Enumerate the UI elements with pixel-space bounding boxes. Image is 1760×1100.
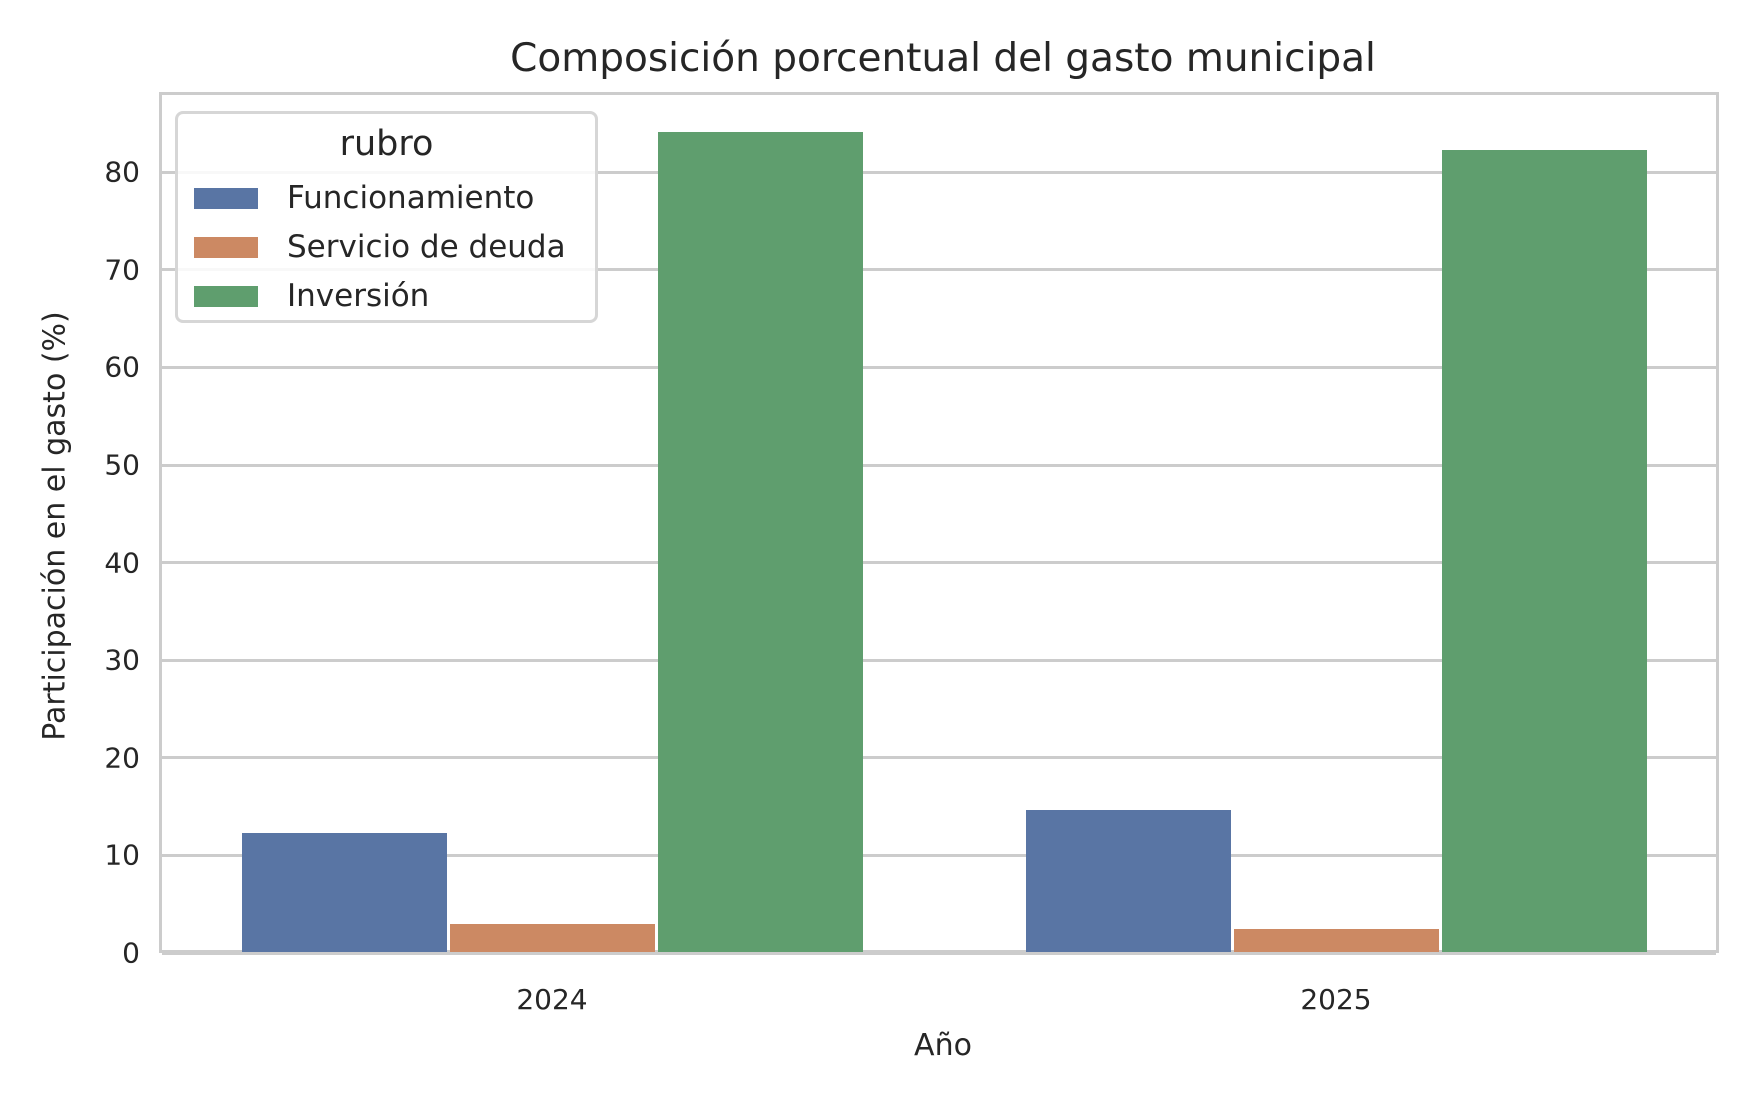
y-tick-label: 10 <box>104 838 140 872</box>
bar-inversión-2025 <box>1441 149 1647 952</box>
legend: rubro Funcionamiento Servicio de deuda I… <box>175 111 598 323</box>
gridline <box>162 853 1716 857</box>
y-axis-label: Participación en el gasto (%) <box>37 311 73 741</box>
bar-funcionamiento-2025 <box>1025 809 1231 952</box>
gridline <box>162 268 1716 272</box>
gridline <box>162 561 1716 565</box>
y-tick-label: 60 <box>104 350 140 384</box>
y-tick-label: 80 <box>104 155 140 189</box>
x-tick-label: 2025 <box>1300 983 1372 1016</box>
gridline <box>162 951 1716 955</box>
y-tick-label: 0 <box>122 936 140 970</box>
legend-item-servicio-de-deuda: Servicio de deuda <box>194 227 566 267</box>
legend-swatch-icon <box>194 285 258 307</box>
x-axis-label: Año <box>914 1028 972 1063</box>
gridline <box>162 463 1716 467</box>
legend-swatch-icon <box>194 236 258 258</box>
x-tick-label: 2024 <box>516 983 588 1016</box>
y-tick-label: 40 <box>104 546 140 580</box>
legend-label: Inversión <box>287 278 430 314</box>
legend-swatch-icon <box>194 187 258 209</box>
y-tick-label: 50 <box>104 448 140 482</box>
legend-title: rubro <box>339 124 434 164</box>
legend-item-funcionamiento: Funcionamiento <box>194 178 534 218</box>
gridline <box>162 365 1716 369</box>
y-tick-label: 70 <box>104 253 140 287</box>
gridline <box>162 756 1716 760</box>
bar-servicio-de-deuda-2024 <box>449 923 655 952</box>
chart-title: Composición porcentual del gasto municip… <box>510 36 1376 81</box>
bar-funcionamiento-2024 <box>241 832 447 952</box>
y-tick-label: 30 <box>104 643 140 677</box>
gridline <box>162 658 1716 662</box>
y-tick-label: 20 <box>104 741 140 775</box>
legend-label: Servicio de deuda <box>287 229 566 265</box>
legend-label: Funcionamiento <box>287 180 535 216</box>
legend-item-inversion: Inversión <box>194 276 429 316</box>
bar-inversión-2024 <box>657 132 863 952</box>
gridline <box>162 170 1716 174</box>
bar-servicio-de-deuda-2025 <box>1233 928 1439 952</box>
